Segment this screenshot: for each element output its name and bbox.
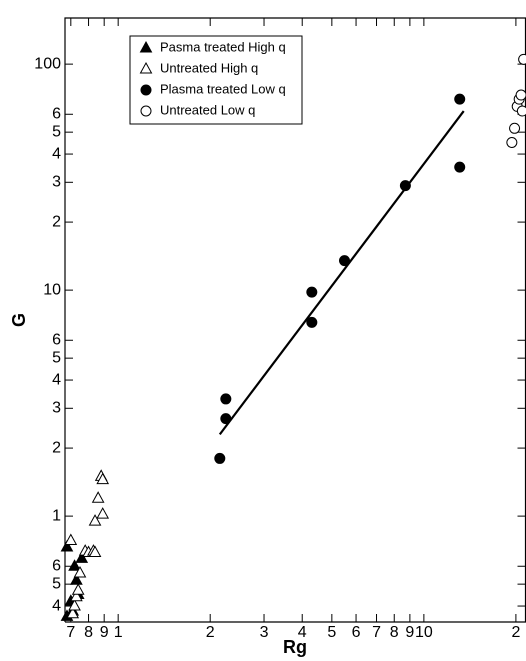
point <box>506 137 518 149</box>
point <box>399 180 411 192</box>
point <box>66 606 80 619</box>
legend-label: Plasma treated Low q <box>160 81 286 96</box>
point <box>88 514 102 526</box>
point <box>454 93 466 105</box>
point <box>518 53 526 65</box>
point <box>515 89 526 101</box>
legend-marker <box>139 40 153 53</box>
legend-marker <box>140 84 152 96</box>
point <box>220 393 232 405</box>
y-tick-label: 6 <box>52 331 61 348</box>
y-tick-label: 3 <box>52 174 61 191</box>
x-tick-label: 1 <box>114 624 123 641</box>
x-tick-label: 5 <box>327 624 336 641</box>
series <box>214 93 466 464</box>
x-tick-label: 2 <box>511 624 520 641</box>
point <box>88 545 102 558</box>
y-axis-label: G <box>9 313 29 327</box>
legend-label: Pasma treated High q <box>160 39 286 54</box>
x-tick-label: 7 <box>66 624 75 641</box>
point <box>73 565 87 578</box>
point <box>516 105 526 117</box>
point <box>306 316 318 328</box>
y-tick-label: 6 <box>52 557 61 574</box>
point <box>71 583 85 595</box>
legend-box <box>129 35 303 125</box>
point <box>220 413 232 425</box>
x-axis-label: Rg <box>283 637 307 657</box>
y-tick-label: 5 <box>52 123 61 140</box>
legend-label: Untreated High q <box>160 60 258 75</box>
point <box>70 573 83 585</box>
y-tick-label: 3 <box>52 400 61 417</box>
x-tick-label: 10 <box>415 624 433 641</box>
legend: Pasma treated High q Untreated High q Plas… <box>129 35 303 125</box>
x-tick-label: 3 <box>260 624 269 641</box>
y-tick-label: 100 <box>34 55 61 72</box>
point <box>64 533 78 546</box>
y-tick-label: 4 <box>52 145 61 162</box>
x-tick-label: 8 <box>390 624 399 641</box>
series <box>506 53 526 149</box>
point <box>68 599 81 611</box>
x-tick-label: 8 <box>84 624 93 641</box>
point <box>68 559 81 571</box>
point <box>214 452 226 464</box>
point <box>454 161 466 173</box>
point <box>339 255 351 267</box>
x-tick-label: 2 <box>206 624 215 641</box>
y-tick-label: 2 <box>52 213 61 230</box>
y-tick-label: 6 <box>52 105 61 122</box>
legend-label: Untreated Low q <box>160 102 255 117</box>
y-tick-label: 5 <box>52 575 61 592</box>
y-tick-label: 10 <box>43 281 61 298</box>
point <box>96 507 110 519</box>
point <box>75 551 89 563</box>
point <box>306 286 318 298</box>
y-tick-label: 2 <box>52 439 61 456</box>
point <box>70 589 83 602</box>
series <box>64 469 110 619</box>
y-tick-label: 1 <box>52 507 61 524</box>
y-tick-label: 4 <box>52 371 61 388</box>
x-tick-label: 7 <box>372 624 381 641</box>
x-tick-label: 6 <box>352 624 361 641</box>
y-tick-label: 4 <box>52 597 61 614</box>
x-tick-label: 9 <box>100 624 109 641</box>
x-tick-label: 4 <box>298 624 307 641</box>
point <box>509 122 521 134</box>
trend-line <box>218 110 465 436</box>
legend-marker <box>139 61 153 74</box>
legend-marker <box>140 105 152 117</box>
x-tick-label: 9 <box>405 624 414 641</box>
point <box>96 472 110 485</box>
y-tick-label: 5 <box>52 349 61 366</box>
point <box>91 491 105 503</box>
point <box>60 539 74 552</box>
